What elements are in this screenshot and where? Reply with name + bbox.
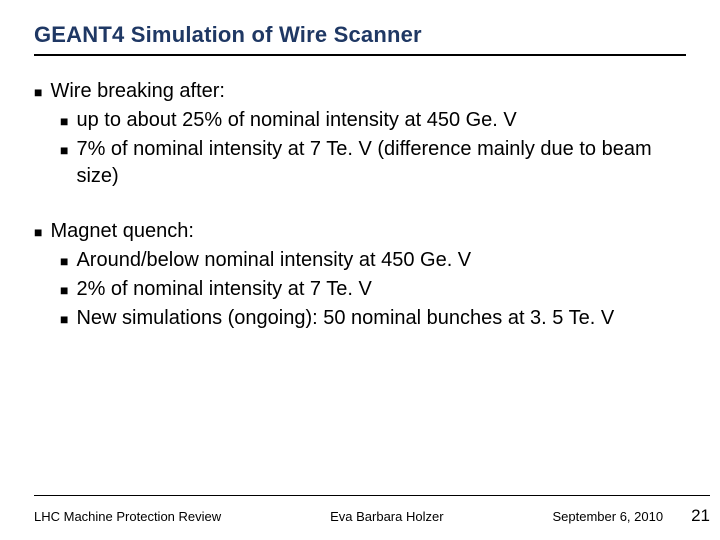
list-item-text: up to about 25% of nominal intensity at … — [76, 107, 686, 134]
list-item: ■ Magnet quench: — [34, 218, 686, 245]
title-underline — [34, 54, 686, 56]
square-bullet-icon: ■ — [60, 310, 68, 329]
footer-page-number: 21 — [691, 506, 710, 526]
footer-author: Eva Barbara Holzer — [221, 509, 552, 524]
section-magnet-quench: ■ Magnet quench: ■ Around/below nominal … — [34, 218, 686, 332]
footer-rule — [34, 495, 710, 496]
square-bullet-icon: ■ — [60, 281, 68, 300]
list-item: ■ Around/below nominal intensity at 450 … — [60, 247, 686, 274]
square-bullet-icon: ■ — [60, 252, 68, 271]
list-item: ■ 7% of nominal intensity at 7 Te. V (di… — [60, 136, 686, 190]
list-item-text: Around/below nominal intensity at 450 Ge… — [76, 247, 686, 274]
list-item: ■ 2% of nominal intensity at 7 Te. V — [60, 276, 686, 303]
square-bullet-icon: ■ — [34, 83, 42, 102]
list-item-text: Magnet quench: — [50, 218, 686, 245]
list-item-text: 2% of nominal intensity at 7 Te. V — [76, 276, 686, 303]
slide-footer: LHC Machine Protection Review Eva Barbar… — [34, 495, 710, 526]
footer-row: LHC Machine Protection Review Eva Barbar… — [34, 506, 710, 526]
section-wire-breaking: ■ Wire breaking after: ■ up to about 25%… — [34, 78, 686, 190]
footer-left-text: LHC Machine Protection Review — [34, 509, 221, 524]
list-item: ■ Wire breaking after: — [34, 78, 686, 105]
list-item: ■ up to about 25% of nominal intensity a… — [60, 107, 686, 134]
square-bullet-icon: ■ — [60, 112, 68, 131]
list-item-text: 7% of nominal intensity at 7 Te. V (diff… — [76, 136, 686, 190]
list-item: ■ New simulations (ongoing): 50 nominal … — [60, 305, 686, 332]
slide-title: GEANT4 Simulation of Wire Scanner — [34, 22, 686, 48]
footer-date: September 6, 2010 — [553, 509, 664, 524]
list-item-text: Wire breaking after: — [50, 78, 686, 105]
square-bullet-icon: ■ — [34, 223, 42, 242]
list-item-text: New simulations (ongoing): 50 nominal bu… — [76, 305, 686, 332]
square-bullet-icon: ■ — [60, 141, 68, 160]
slide: GEANT4 Simulation of Wire Scanner ■ Wire… — [0, 0, 720, 540]
